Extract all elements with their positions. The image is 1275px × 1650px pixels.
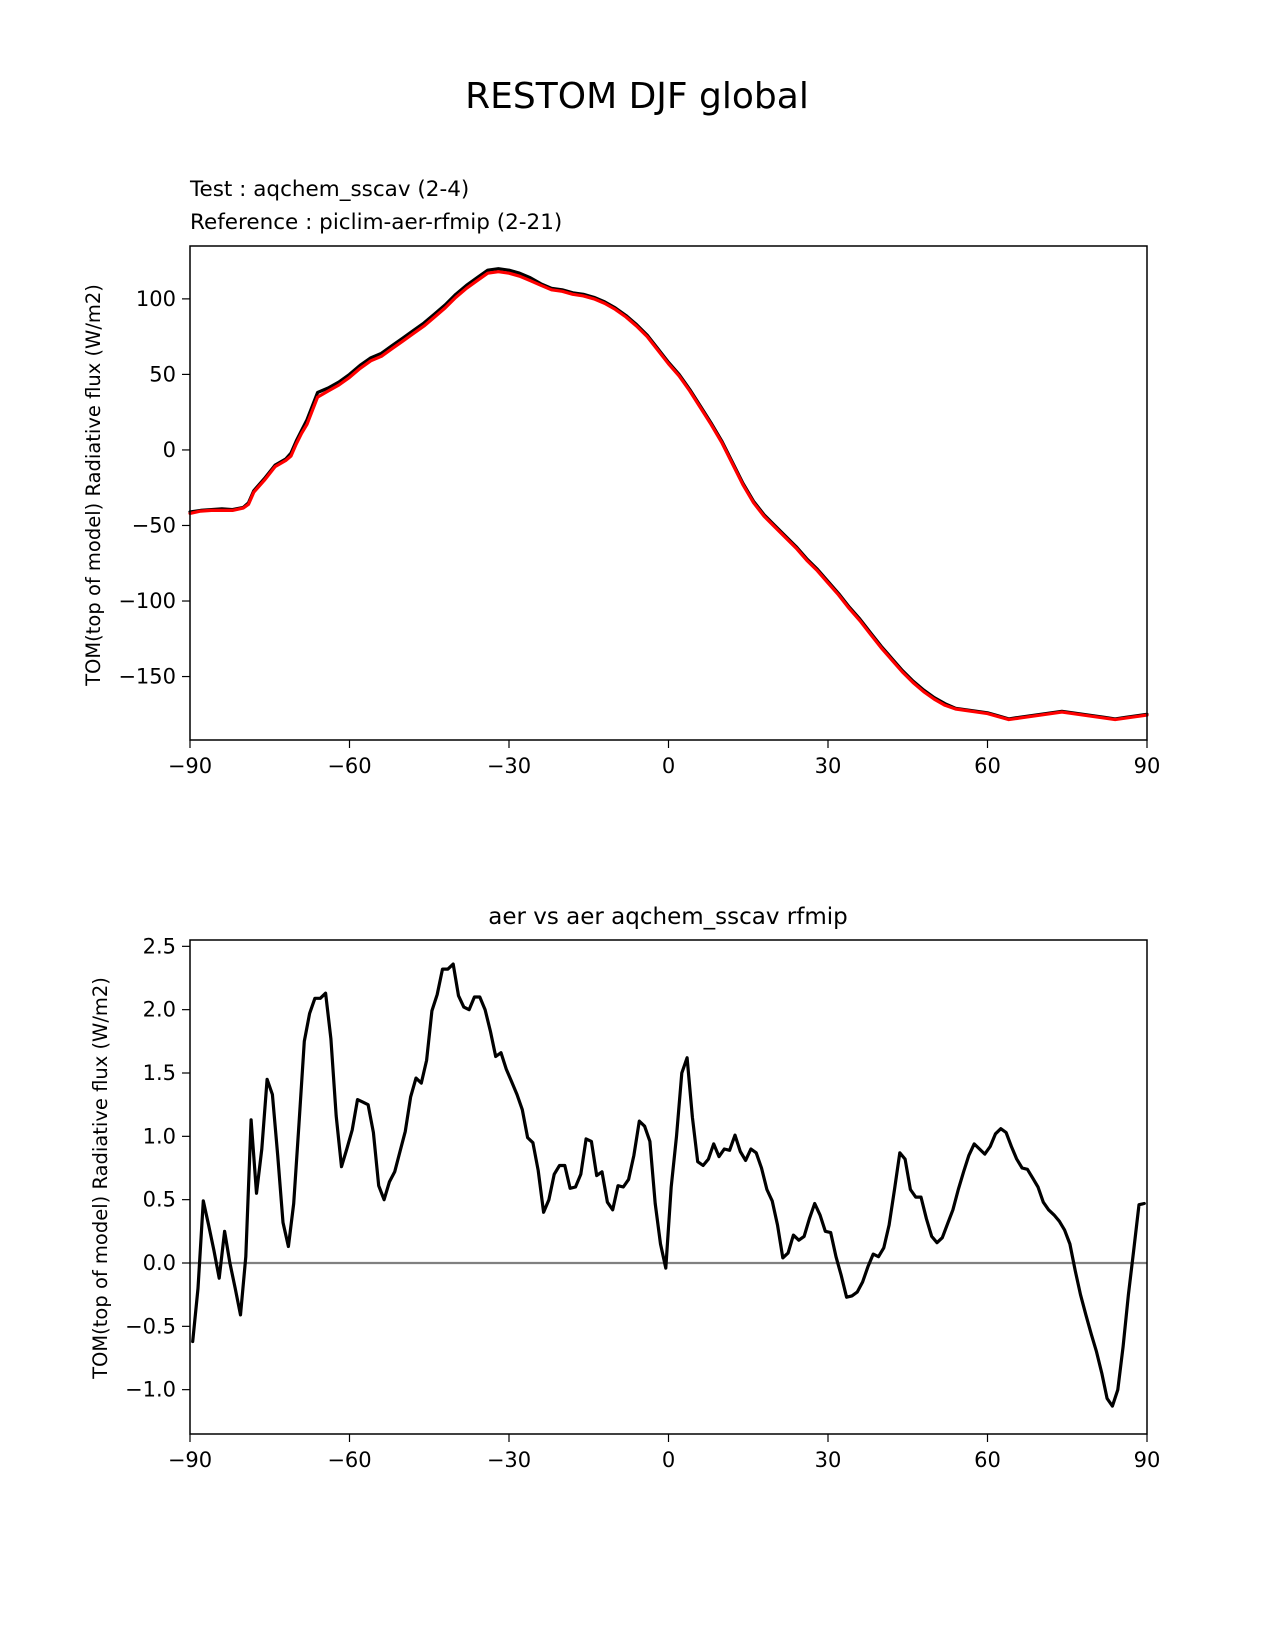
top-series-line-reference xyxy=(188,270,1149,722)
top-x-tick-label: −90 xyxy=(168,754,212,778)
bottom-y-tick-label: −0.5 xyxy=(125,1314,176,1338)
bottom-x-tick-label: 90 xyxy=(1134,1448,1161,1472)
bottom-y-tick-label: −1.0 xyxy=(125,1378,176,1402)
top-x-tick-label: −60 xyxy=(327,754,371,778)
top-y-axis-label: TOM(top of model) Radiative flux (W/m2) xyxy=(82,284,105,687)
bottom-x-tick-label: 60 xyxy=(974,1448,1001,1472)
bottom-x-tick-label: 30 xyxy=(815,1448,842,1472)
top-axes-ticks: −90 −60 −30 0 30 60 90 100 50 0 −50 −100 −150 xyxy=(118,287,1160,778)
bottom-y-tick-label: 1.5 xyxy=(143,1061,176,1085)
top-y-tick-label: −150 xyxy=(118,665,176,689)
top-y-tick-label: 100 xyxy=(136,287,176,311)
bottom-x-tick-label: 0 xyxy=(662,1448,675,1472)
top-y-tick-label: 50 xyxy=(149,362,176,386)
bottom-y-tick-label: 1.0 xyxy=(143,1124,176,1148)
bottom-x-tick-label: −60 xyxy=(327,1448,371,1472)
bottom-axes-frame xyxy=(189,939,1148,1435)
bottom-series-line-test xyxy=(191,962,1146,1408)
bottom-y-tick-label: 0.5 xyxy=(143,1188,176,1212)
top-series-line-test xyxy=(188,267,1149,721)
bottom-y-tick-label: 2.5 xyxy=(143,934,176,958)
top-x-tick-label: 0 xyxy=(662,754,675,778)
top-panel: Test : aqchem_sscav (2-4) Reference : pi… xyxy=(82,177,1160,778)
figure-title: RESTOM DJF global xyxy=(465,76,809,117)
test-label: Test : aqchem_sscav (2-4) xyxy=(189,177,469,202)
bottom-plot-lines xyxy=(190,962,1147,1408)
reference-label: Reference : piclim-aer-rfmip (2-21) xyxy=(190,210,562,235)
bottom-y-tick-label: 0.0 xyxy=(143,1251,176,1275)
top-x-tick-label: 60 xyxy=(974,754,1001,778)
top-x-tick-label: 30 xyxy=(815,754,842,778)
bottom-axes-ticks: −90 −60 −30 0 30 60 90 2.5 2.0 1.5 1.0 0.5 0.0 −0.5 −1… xyxy=(125,934,1160,1472)
bottom-panel: aer vs aer aqchem_sscav rfmip TOM(top of… xyxy=(89,904,1160,1472)
bottom-x-tick-label: −30 xyxy=(487,1448,531,1472)
bottom-y-axis-label: TOM(top of model) Radiative flux (W/m2) xyxy=(89,977,112,1380)
top-y-tick-label: −100 xyxy=(118,589,176,613)
bottom-chart-title: aer vs aer aqchem_sscav rfmip xyxy=(488,904,847,930)
top-axes-frame xyxy=(189,245,1148,741)
bottom-x-tick-label: −90 xyxy=(168,1448,212,1472)
top-plot-lines xyxy=(188,267,1149,722)
top-x-tick-label: −30 xyxy=(487,754,531,778)
top-x-tick-label: 90 xyxy=(1134,754,1161,778)
top-y-tick-label: −50 xyxy=(132,513,176,537)
bottom-y-tick-label: 2.0 xyxy=(143,998,176,1022)
top-y-tick-label: 0 xyxy=(163,438,176,462)
